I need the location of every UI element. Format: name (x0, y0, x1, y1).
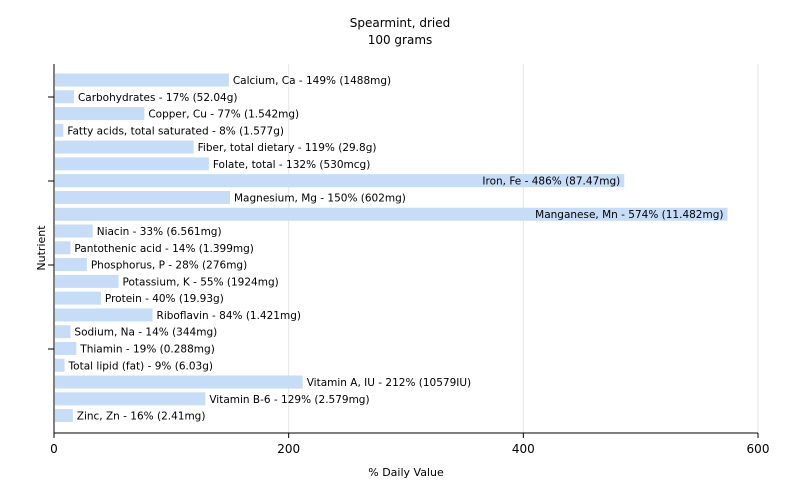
bar-label: Niacin - 33% (6.561mg) (97, 226, 222, 238)
bar-label: Iron, Fe - 486% (87.47mg) (482, 176, 620, 188)
bar (55, 73, 229, 87)
bar (55, 123, 64, 137)
chart-subtitle: 100 grams (368, 33, 433, 47)
chart-title: Spearmint, dried (350, 16, 451, 30)
bar-label: Vitamin A, IU - 212% (10579IU) (307, 377, 471, 389)
bar-label: Total lipid (fat) - 9% (6.03g) (68, 360, 213, 372)
bar (55, 258, 87, 272)
bar (55, 90, 74, 104)
bar-label: Fiber, total dietary - 119% (29.8g) (198, 142, 377, 154)
bar (55, 107, 145, 121)
bars: Calcium, Ca - 149% (1488mg) Carbohydrates… (55, 73, 728, 423)
bar-label: Protein - 40% (19.93g) (105, 293, 224, 305)
bar-label: Magnesium, Mg - 150% (602mg) (234, 192, 406, 204)
bar (55, 207, 728, 221)
x-axis-title: % Daily Value (368, 466, 444, 479)
bar (55, 140, 194, 154)
bar (55, 325, 71, 339)
bar-label: Thiamin - 19% (0.288mg) (79, 343, 215, 355)
x-tick-label: 400 (512, 442, 535, 456)
bar-label: Riboflavin - 84% (1.421mg) (157, 310, 301, 322)
bar (55, 375, 303, 389)
bar-label: Copper, Cu - 77% (1.542mg) (148, 109, 299, 121)
x-axis-ticks: 0 200 400 600 (50, 433, 769, 456)
x-tick-label: 0 (50, 442, 58, 456)
bar (55, 224, 93, 238)
bar-label: Pantothenic acid - 14% (1.399mg) (74, 243, 253, 255)
bar (55, 409, 73, 423)
bar (55, 157, 209, 171)
bar (55, 308, 153, 322)
bar (55, 174, 625, 188)
axes (48, 64, 758, 434)
bar-label: Fatty acids, total saturated - 8% (1.577… (67, 125, 284, 137)
bar (55, 241, 71, 255)
x-tick-label: 600 (747, 442, 770, 456)
bar (55, 291, 101, 305)
y-axis-title: Nutrient (35, 225, 48, 271)
bar-label: Potassium, K - 55% (1924mg) (123, 276, 279, 288)
bar (55, 392, 206, 406)
bar-label: Folate, total - 132% (530mcg) (213, 159, 370, 171)
bar (55, 190, 230, 204)
bar-label: Zinc, Zn - 16% (2.41mg) (77, 411, 206, 423)
bar-label: Phosphorus, P - 28% (276mg) (91, 260, 247, 272)
gridlines (288, 64, 759, 433)
bar (55, 358, 65, 372)
bar-label: Manganese, Mn - 574% (11.482mg) (535, 209, 723, 221)
bar (55, 274, 119, 288)
bar-label: Sodium, Na - 14% (344mg) (74, 327, 217, 339)
x-tick-label: 200 (277, 442, 300, 456)
bar-label: Carbohydrates - 17% (52.04g) (78, 92, 238, 104)
bar-label: Calcium, Ca - 149% (1488mg) (233, 75, 391, 87)
bar-label: Vitamin B-6 - 129% (2.579mg) (209, 394, 369, 406)
bar (55, 341, 77, 355)
